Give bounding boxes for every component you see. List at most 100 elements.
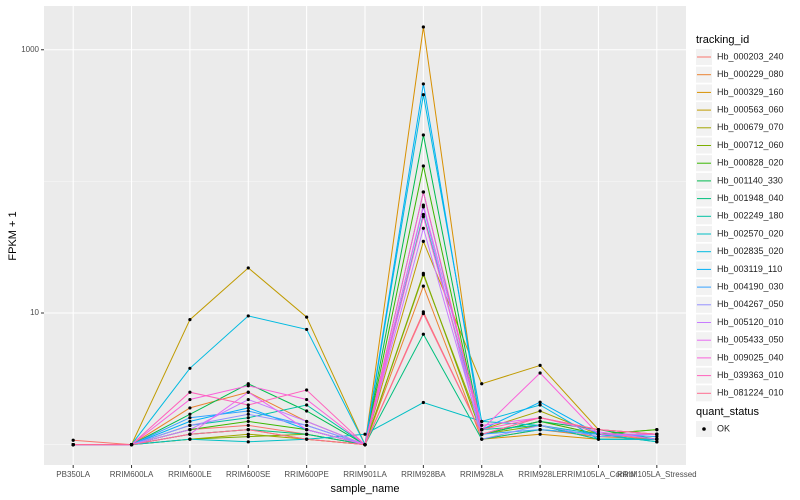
data-point bbox=[480, 423, 484, 427]
data-point bbox=[246, 266, 250, 270]
data-point bbox=[596, 437, 601, 441]
legend-label: OK bbox=[717, 423, 730, 433]
data-point bbox=[246, 406, 250, 410]
data-point bbox=[188, 416, 192, 420]
x-tick-label: RRIM105LA_Control bbox=[562, 470, 636, 479]
legend-point bbox=[702, 427, 706, 431]
x-tick-label: RRIM600LA bbox=[110, 470, 154, 479]
legend-label: Hb_005433_050 bbox=[717, 335, 784, 345]
data-point bbox=[421, 226, 425, 230]
data-point bbox=[655, 432, 659, 436]
data-point bbox=[655, 435, 659, 439]
data-point bbox=[246, 428, 250, 432]
data-point bbox=[246, 435, 250, 439]
x-tick-label: RRIM901LA bbox=[343, 470, 387, 479]
data-point bbox=[480, 428, 484, 432]
legend-label: Hb_009025_040 bbox=[717, 352, 784, 362]
data-point bbox=[480, 419, 484, 424]
data-point bbox=[538, 400, 542, 404]
x-tick-label: RRIM600SE bbox=[226, 470, 270, 479]
legend-title: tracking_id bbox=[696, 34, 749, 46]
data-point bbox=[596, 430, 601, 434]
data-point bbox=[363, 443, 367, 447]
legend-label: Hb_004267_050 bbox=[717, 299, 784, 309]
data-point bbox=[421, 164, 425, 168]
data-point bbox=[305, 403, 309, 407]
data-point bbox=[246, 416, 250, 420]
data-point bbox=[246, 440, 250, 444]
legend-label: Hb_000203_240 bbox=[717, 51, 784, 61]
legend-label: Hb_001948_040 bbox=[717, 193, 784, 203]
data-point bbox=[188, 412, 192, 416]
legend-label: Hb_081224_010 bbox=[717, 388, 784, 398]
data-point bbox=[188, 432, 192, 436]
data-point bbox=[596, 432, 601, 436]
x-tick-label: PB350LA bbox=[56, 470, 90, 479]
data-point bbox=[246, 409, 250, 413]
x-tick-label: RRIM600LE bbox=[168, 470, 212, 479]
data-point bbox=[538, 428, 542, 432]
data-point bbox=[246, 397, 250, 402]
data-point bbox=[188, 397, 192, 402]
data-point bbox=[421, 214, 425, 219]
data-point bbox=[246, 423, 250, 427]
data-point bbox=[305, 409, 309, 413]
data-point bbox=[421, 133, 425, 137]
data-point bbox=[188, 390, 192, 394]
data-point bbox=[246, 419, 250, 424]
data-point bbox=[421, 93, 425, 97]
data-point bbox=[129, 443, 134, 447]
x-tick-label: RRIM600PE bbox=[284, 470, 328, 479]
data-point bbox=[305, 437, 309, 441]
data-point bbox=[655, 437, 659, 441]
data-point bbox=[246, 403, 250, 407]
legend-label: Hb_000712_060 bbox=[717, 140, 784, 150]
legend-label: Hb_001140_330 bbox=[717, 175, 783, 185]
data-point bbox=[655, 428, 659, 432]
data-point bbox=[188, 318, 192, 322]
x-tick-label: RRIM928LA bbox=[460, 470, 504, 479]
data-point bbox=[538, 416, 542, 420]
data-point bbox=[188, 366, 192, 370]
data-point bbox=[421, 271, 425, 275]
data-point bbox=[305, 419, 309, 424]
legend-label: Hb_004190_030 bbox=[717, 281, 784, 291]
data-point bbox=[188, 437, 192, 441]
x-tick-label: RRIM928LE bbox=[518, 470, 562, 479]
legend-label: Hb_000229_080 bbox=[717, 69, 784, 79]
legend-label: Hb_000679_070 bbox=[717, 122, 784, 132]
data-point bbox=[421, 203, 425, 207]
legend-label: Hb_003119_110 bbox=[717, 264, 782, 274]
data-point bbox=[596, 435, 601, 439]
data-point bbox=[188, 423, 192, 427]
data-point bbox=[421, 311, 425, 316]
legend-label: Hb_002835_020 bbox=[717, 246, 784, 256]
data-point bbox=[363, 432, 367, 436]
data-point bbox=[71, 438, 75, 442]
data-point bbox=[421, 400, 425, 405]
data-point bbox=[305, 428, 309, 432]
x-tick-label: RRIM105LA_Stressed bbox=[617, 470, 697, 479]
data-point bbox=[421, 239, 425, 243]
data-point bbox=[538, 423, 542, 427]
legend-label: Hb_000828_020 bbox=[717, 158, 784, 168]
data-point bbox=[480, 437, 484, 441]
data-point bbox=[246, 412, 250, 416]
data-point bbox=[538, 432, 542, 436]
data-point bbox=[305, 397, 309, 402]
data-point bbox=[480, 432, 484, 436]
data-point bbox=[538, 363, 542, 367]
data-point bbox=[188, 406, 192, 410]
data-point bbox=[421, 284, 425, 288]
legend-label: Hb_002570_020 bbox=[717, 228, 784, 238]
x-tick-label: RRIM928BA bbox=[401, 470, 446, 479]
legend-label: Hb_000329_160 bbox=[717, 87, 784, 97]
legend-label: Hb_000563_060 bbox=[717, 104, 784, 114]
legend-label: Hb_005120_010 bbox=[717, 317, 784, 327]
data-point bbox=[538, 419, 542, 424]
legend-label: Hb_039363_010 bbox=[717, 370, 784, 380]
data-point bbox=[538, 371, 542, 375]
data-point bbox=[188, 419, 192, 424]
y-tick-label: 1000 bbox=[21, 45, 39, 54]
data-point bbox=[246, 390, 250, 394]
